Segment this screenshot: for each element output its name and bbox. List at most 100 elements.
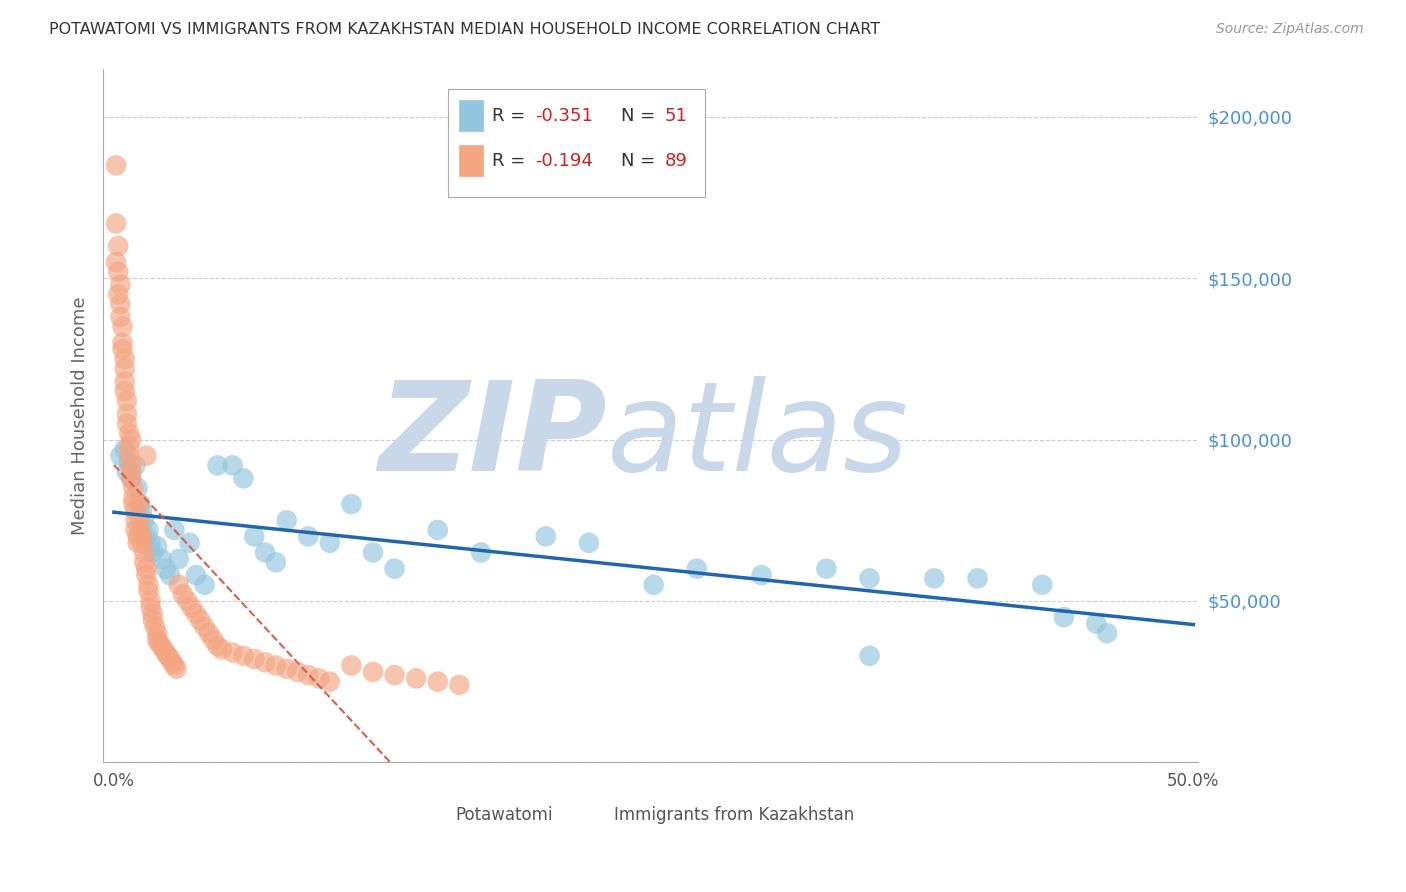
Text: N =: N = bbox=[621, 152, 661, 169]
Point bbox=[143, 620, 166, 634]
Point bbox=[118, 449, 141, 463]
Point bbox=[815, 562, 838, 576]
Point bbox=[131, 536, 153, 550]
Point bbox=[207, 458, 229, 473]
Text: -0.351: -0.351 bbox=[536, 107, 593, 125]
Point bbox=[207, 639, 229, 653]
Point bbox=[107, 265, 129, 279]
Point bbox=[276, 513, 298, 527]
Point bbox=[122, 481, 145, 495]
Bar bbox=[458, 145, 482, 176]
Point bbox=[184, 607, 207, 621]
Point bbox=[1085, 616, 1108, 631]
Point bbox=[128, 497, 150, 511]
Point bbox=[120, 471, 142, 485]
Point bbox=[110, 277, 132, 292]
Point bbox=[858, 571, 880, 585]
Point bbox=[188, 613, 211, 627]
Point bbox=[1031, 578, 1053, 592]
Point bbox=[243, 529, 266, 543]
Point bbox=[198, 626, 221, 640]
Point bbox=[124, 523, 146, 537]
Point bbox=[194, 578, 217, 592]
Point bbox=[134, 513, 156, 527]
Point bbox=[124, 458, 146, 473]
Point bbox=[107, 287, 129, 301]
Text: 89: 89 bbox=[665, 152, 688, 169]
Point bbox=[114, 384, 136, 399]
Point bbox=[110, 297, 132, 311]
Point bbox=[115, 393, 138, 408]
Bar bbox=[458, 100, 482, 131]
Point bbox=[643, 578, 665, 592]
Point bbox=[184, 568, 207, 582]
Point bbox=[966, 571, 988, 585]
Point bbox=[114, 442, 136, 457]
Point bbox=[1053, 610, 1076, 624]
Point bbox=[124, 503, 146, 517]
Point bbox=[264, 658, 287, 673]
Point bbox=[426, 674, 449, 689]
Point bbox=[276, 662, 298, 676]
Point bbox=[319, 536, 342, 550]
FancyBboxPatch shape bbox=[449, 89, 706, 197]
Point bbox=[534, 529, 557, 543]
Point bbox=[751, 568, 773, 582]
Point bbox=[114, 375, 136, 389]
Point bbox=[232, 471, 254, 485]
Point bbox=[120, 458, 142, 473]
Point bbox=[115, 465, 138, 479]
Point bbox=[120, 433, 142, 447]
Point bbox=[176, 594, 198, 608]
Point bbox=[146, 539, 169, 553]
Text: 51: 51 bbox=[665, 107, 688, 125]
Point bbox=[405, 672, 427, 686]
Point bbox=[139, 594, 162, 608]
Point bbox=[340, 658, 363, 673]
Point bbox=[159, 568, 181, 582]
Point bbox=[131, 529, 153, 543]
Text: -0.194: -0.194 bbox=[536, 152, 593, 169]
Point bbox=[114, 361, 136, 376]
Point bbox=[142, 607, 165, 621]
Point bbox=[179, 536, 201, 550]
Point bbox=[131, 503, 153, 517]
Point bbox=[111, 319, 134, 334]
Point bbox=[120, 465, 142, 479]
Point bbox=[146, 632, 169, 647]
Point bbox=[135, 529, 157, 543]
Point bbox=[254, 545, 277, 559]
Point bbox=[105, 216, 128, 230]
Point bbox=[221, 458, 243, 473]
Point bbox=[134, 555, 156, 569]
Text: Source: ZipAtlas.com: Source: ZipAtlas.com bbox=[1216, 22, 1364, 37]
Point bbox=[308, 672, 330, 686]
Point bbox=[264, 555, 287, 569]
Point bbox=[156, 648, 179, 663]
Bar bbox=[426, 802, 450, 828]
Point bbox=[150, 639, 173, 653]
Point bbox=[578, 536, 600, 550]
Point bbox=[115, 417, 138, 431]
Point bbox=[134, 545, 156, 559]
Y-axis label: Median Household Income: Median Household Income bbox=[72, 296, 89, 534]
Point bbox=[297, 529, 319, 543]
Bar bbox=[585, 802, 609, 828]
Point bbox=[115, 407, 138, 421]
Point bbox=[120, 471, 142, 485]
Point bbox=[110, 449, 132, 463]
Point bbox=[167, 552, 190, 566]
Text: POTAWATOMI VS IMMIGRANTS FROM KAZAKHSTAN MEDIAN HOUSEHOLD INCOME CORRELATION CHA: POTAWATOMI VS IMMIGRANTS FROM KAZAKHSTAN… bbox=[49, 22, 880, 37]
Point bbox=[924, 571, 946, 585]
Point bbox=[470, 545, 492, 559]
Point bbox=[232, 648, 254, 663]
Point bbox=[135, 449, 157, 463]
Text: N =: N = bbox=[621, 107, 661, 125]
Point bbox=[686, 562, 709, 576]
Point bbox=[155, 646, 177, 660]
Point bbox=[105, 255, 128, 269]
Text: R =: R = bbox=[492, 107, 530, 125]
Point bbox=[211, 642, 233, 657]
Text: Immigrants from Kazakhstan: Immigrants from Kazakhstan bbox=[614, 806, 855, 824]
Point bbox=[361, 665, 384, 679]
